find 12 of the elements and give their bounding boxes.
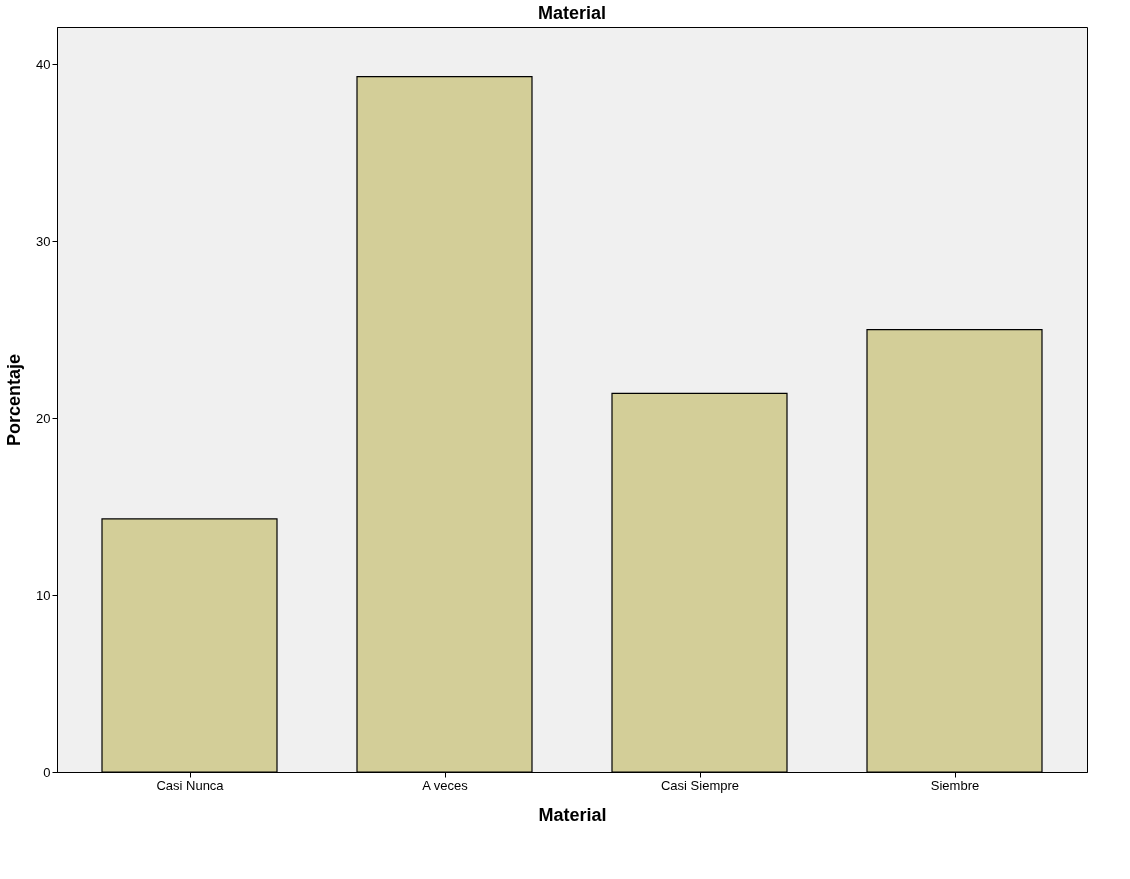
x-tick-label: Siembre: [930, 777, 980, 793]
x-axis-title: Material: [538, 804, 607, 825]
y-tick-label: 10: [36, 587, 51, 603]
chart-title: Material: [537, 3, 607, 23]
y-tick-label: 30: [36, 233, 51, 249]
y-tick-label: 40: [36, 56, 51, 72]
x-tick-label: A veces: [422, 777, 469, 793]
x-tick-label: Casi Nunca: [156, 777, 225, 793]
y-tick-label: 20: [36, 410, 51, 426]
y-axis-title: Porcentaje: [4, 353, 25, 447]
x-tick-label: Casi Siempre: [660, 777, 740, 793]
y-tick-label: 0: [43, 764, 51, 780]
